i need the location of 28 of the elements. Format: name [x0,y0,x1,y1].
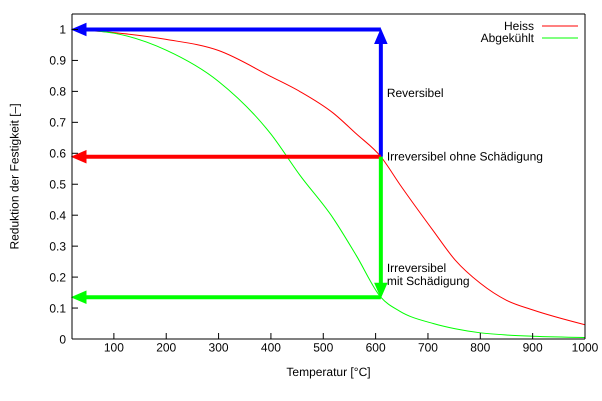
y-tick-label: 0 [59,332,66,346]
legend-label: Abgekühlt [480,31,534,45]
annotation: Irreversibel ohne Schädigung [386,150,543,164]
y-tick-label: 1 [59,22,66,37]
y-tick-label: 0.3 [49,239,66,254]
x-tick-label: 800 [470,340,491,355]
y-tick-label: 0.7 [49,116,66,130]
y-tick-label: 0.5 [49,178,66,192]
y-tick-label: 0.9 [49,54,66,68]
x-tick-label: 100 [104,340,124,355]
x-tick-label: 1000 [572,340,599,355]
x-tick-label: 500 [313,340,334,355]
x-tick-label: 300 [208,340,229,355]
x-tick-label: 400 [260,340,282,355]
y-tick-label: 0.1 [49,301,66,316]
y-tick-label: 0.6 [49,146,66,161]
x-tick-label: 600 [366,340,386,355]
annotation: Reversibel [386,86,444,100]
y-tick-label: 0.2 [49,270,66,284]
x-tick-label: 700 [418,340,438,355]
y-tick-label: 0.8 [49,84,66,99]
legend-label: Heiss [504,19,534,33]
x-tick-label: 900 [522,340,543,355]
x-axis-title: Temperatur [°C] [286,365,371,379]
y-tick-label: 0.4 [49,208,66,222]
annotation: Irreversibel mit Schädigung [386,261,470,288]
y-axis-title: Reduktion der Festigkeit [–] [7,103,22,250]
x-tick-label: 200 [156,340,177,355]
